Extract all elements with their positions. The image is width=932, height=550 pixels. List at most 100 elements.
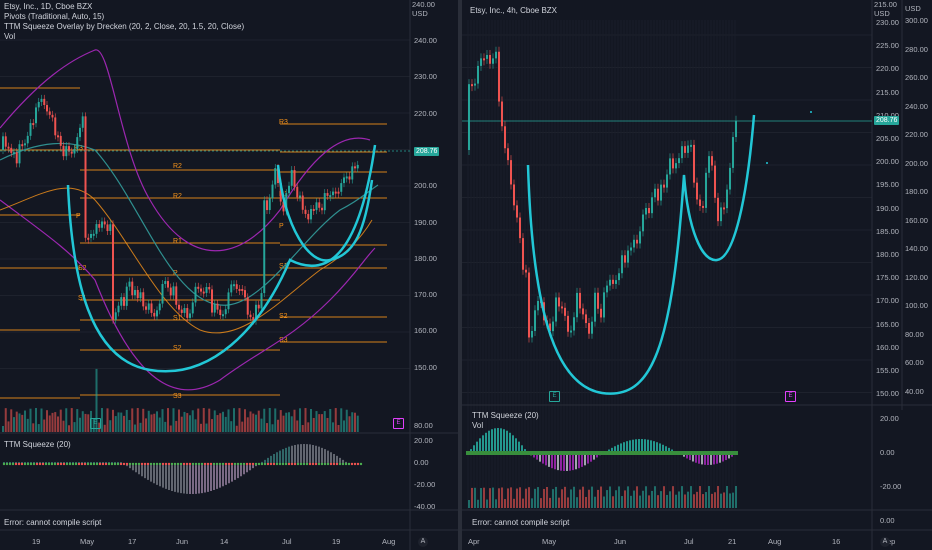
legend-squeeze-overlay[interactable]: TTM Squeeze Overlay by Drecken (20, 2, C… [4,22,244,32]
daily-candle-body [203,292,205,294]
daily-volume-bar [349,416,351,432]
daily-candle-body [41,99,43,102]
daily-candle-body [153,313,155,316]
daily-candle-body [82,116,84,127]
four-hour-chart-canvas[interactable] [462,0,932,550]
four-hour-candle-body [579,293,581,309]
four-hour-candle-body [567,316,569,332]
daily-volume-bar [184,412,186,432]
daily-squeeze-dot [288,463,290,465]
daily-squeeze-dot [111,463,113,465]
four-hour-candle-body [573,317,575,330]
daily-volume-bar [63,421,65,432]
daily-squeeze-dot [57,463,59,465]
four-hour-candle-body [684,146,686,153]
four-hour-price-axis-b-tick: 200.00 [905,159,928,168]
four-hour-earnings-marker-2[interactable]: E [785,391,796,402]
daily-candle-body [79,128,81,137]
daily-squeeze-dot [213,463,215,465]
daily-volume-bar [30,409,32,432]
daily-volume-bar [217,415,219,432]
legend-pivots[interactable]: Pivots (Traditional, Auto, 15) [4,12,244,22]
four-hour-earnings-marker-1[interactable]: E [549,391,560,402]
daily-volume-bar [24,411,26,432]
legend-volume[interactable]: Vol [4,32,244,42]
daily-candle-body [266,200,268,210]
daily-volume-bar [38,424,40,432]
daily-candle-body [24,143,26,145]
daily-volume-bar [153,414,155,432]
four-hour-vol-title[interactable]: Vol [472,421,483,430]
four-hour-squeeze-title[interactable]: TTM Squeeze (20) [472,411,539,420]
daily-squeeze-dot [87,463,89,465]
daily-candle-body [241,289,243,291]
daily-candle-body [219,310,221,315]
daily-squeeze-dot [186,463,188,465]
daily-squeeze-dot [339,463,341,465]
four-hour-time-axis-tick: Aug [768,537,781,546]
daily-pivot-label: S2 [279,313,288,320]
four-hour-volume-bar [651,491,653,508]
daily-squeeze-dot [15,463,17,465]
daily-pivot-label: P [76,213,81,220]
daily-squeeze-dot [78,463,80,465]
daily-time-axis-tick: Aug [382,537,395,546]
daily-candle-body [151,303,153,312]
daily-candle-body [131,282,133,296]
daily-squeeze-dot [357,463,359,465]
daily-candle-body [329,195,331,197]
daily-volume-bar [79,418,81,432]
daily-squeeze-dot [342,463,344,465]
four-hour-chart-panel[interactable]: Etsy, Inc., 4h, Cboe BZX TTM Squeeze (20… [462,0,932,550]
legend-symbol-4h[interactable]: Etsy, Inc., 4h, Cboe BZX [470,6,557,16]
daily-volume-bar [206,424,208,432]
daily-volume-bar [76,409,78,432]
daily-squeeze-dot [24,463,26,465]
four-hour-volume-bar [621,496,623,508]
daily-auto-scale-button[interactable]: A [418,537,428,547]
four-hour-volume-bar [540,498,542,508]
daily-volume-bar [148,411,150,432]
daily-squeeze-dot [66,463,68,465]
daily-candle-body [170,288,172,296]
daily-volume-bar [219,413,221,432]
daily-squeeze-dot [165,463,167,465]
legend-symbol[interactable]: Etsy, Inc., 1D, Cboe BZX [4,2,244,12]
four-hour-auto-scale-button[interactable]: A [880,537,890,547]
four-hour-candle-body [489,55,491,64]
four-hour-price-axis-b-tick: 180.00 [905,187,928,196]
four-hour-axis-unit-a: 215.00 USD [874,0,904,18]
four-hour-candle-body [564,308,566,316]
daily-squeeze-dot [3,463,5,465]
daily-candle-body [208,287,210,289]
daily-earnings-marker-2[interactable]: E [393,418,404,429]
daily-earnings-marker-1[interactable]: E [90,418,101,429]
daily-candle-body [71,152,73,154]
daily-candle-body [184,308,186,313]
daily-candle-body [299,196,301,198]
daily-price-axis-tick: 160.00 [414,326,437,335]
four-hour-candle-body [645,208,647,215]
daily-squeeze-title[interactable]: TTM Squeeze (20) [4,440,71,449]
daily-candle-body [228,292,230,309]
daily-squeeze-dot [6,463,8,465]
daily-volume-bar [181,417,183,432]
daily-volume-bar [280,410,282,432]
four-hour-candle-body [501,102,503,127]
daily-squeeze-dot [309,463,311,465]
daily-squeeze-dot [180,463,182,465]
four-hour-volume-bar [525,489,527,508]
daily-chart-panel[interactable]: R3R3R2R1PS1S2S1PR1R2PS1S2S3S3S2 Etsy, In… [0,0,458,550]
daily-volume-bar [288,412,290,432]
four-hour-volume-bar [603,497,605,508]
daily-squeeze-dot [234,463,236,465]
daily-squeeze-dot [330,463,332,465]
daily-candle-body [10,148,12,153]
four-hour-price-axis-a-tick: 215.00 [876,88,899,97]
daily-pivot-label: R3 [279,119,288,126]
daily-chart-canvas[interactable]: R3R3R2R1PS1S2S1PR1R2PS1S2S3S3S2 [0,0,458,550]
daily-squeeze-dot [282,463,284,465]
four-hour-dot [810,111,812,113]
four-hour-candle-body [483,58,485,60]
daily-candle-body [142,292,144,306]
